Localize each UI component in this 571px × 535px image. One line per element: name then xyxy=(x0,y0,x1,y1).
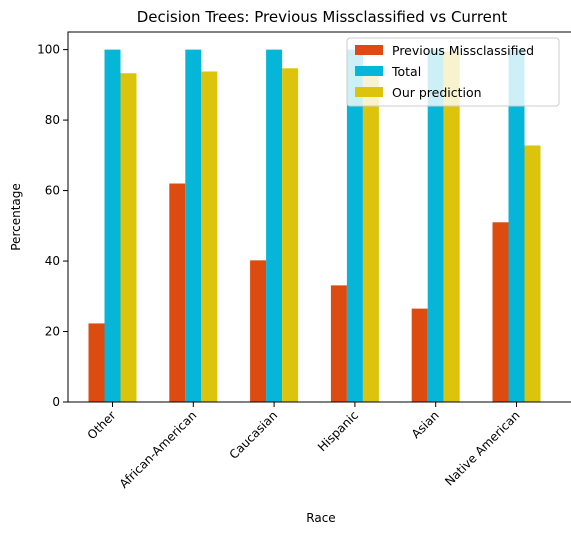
bar-our-prediction-caucasian xyxy=(282,68,299,403)
bar-previous-missclassified-native-american xyxy=(492,222,509,402)
x-tick-label: Caucasian xyxy=(227,408,281,462)
legend: Previous Missclassified Total Our predicti… xyxy=(346,37,560,107)
plot-frame xyxy=(67,31,571,403)
legend-swatch xyxy=(355,66,383,76)
bar-previous-missclassified-asian xyxy=(411,308,428,402)
legend-label: Total xyxy=(391,64,421,79)
bar-our-prediction-african-american xyxy=(201,71,218,402)
bar-total-other xyxy=(104,49,121,402)
legend-swatch xyxy=(355,87,383,97)
bar-our-prediction-asian xyxy=(443,51,460,402)
y-axis-label: Percentage xyxy=(9,183,23,251)
bar-total-asian xyxy=(427,49,444,402)
y-tick-label: 80 xyxy=(45,113,60,127)
bar-our-prediction-native-american xyxy=(524,145,541,402)
legend-swatch xyxy=(355,45,383,55)
x-tick-label: African-American xyxy=(117,408,200,491)
y-tick-label: 0 xyxy=(52,395,60,409)
chart-title: Decision Trees: Previous Missclassified … xyxy=(137,8,508,26)
bar-total-hispanic xyxy=(346,49,363,402)
y-tick-label: 100 xyxy=(37,43,60,57)
bar-total-african-american xyxy=(185,49,202,402)
y-axis: 0 20 40 60 80 100 xyxy=(37,43,68,409)
bar-previous-missclassified-hispanic xyxy=(330,285,347,402)
y-tick-label: 20 xyxy=(45,325,60,339)
y-tick-label: 60 xyxy=(45,184,60,198)
bar-total-native-american xyxy=(508,49,525,402)
bar-previous-missclassified-caucasian xyxy=(250,260,267,402)
x-axis-label: Race xyxy=(306,511,335,525)
x-tick-label: Native American xyxy=(442,408,522,488)
x-tick-label: Hispanic xyxy=(315,408,361,454)
bars-layer xyxy=(88,49,541,403)
bar-previous-missclassified-african-american xyxy=(169,183,186,402)
y-tick-label: 40 xyxy=(45,254,60,268)
x-tick-label: Other xyxy=(85,408,119,442)
bar-our-prediction-other xyxy=(120,73,137,402)
bar-total-caucasian xyxy=(266,49,283,402)
bar-previous-missclassified-other xyxy=(88,323,105,402)
bar-our-prediction-hispanic xyxy=(362,65,379,402)
x-tick-label: Asian xyxy=(409,408,442,441)
legend-box xyxy=(346,37,560,107)
legend-label: Our prediction xyxy=(392,85,482,100)
legend-label: Previous Missclassified xyxy=(392,43,534,58)
